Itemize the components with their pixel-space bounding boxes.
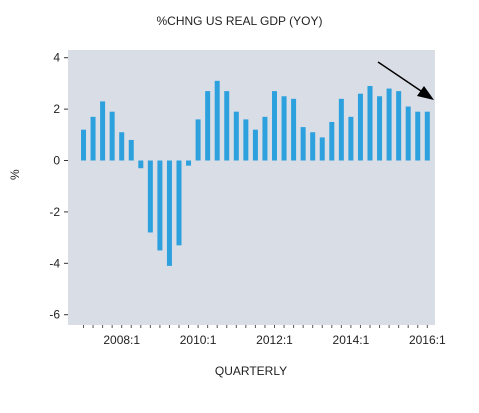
bar: [415, 111, 421, 161]
bar: [348, 116, 354, 161]
x-tick-label: 2010:1: [180, 333, 217, 347]
bar: [281, 96, 287, 161]
plot-area: [68, 50, 435, 325]
bar: [186, 160, 192, 166]
bar: [338, 98, 344, 161]
bar: [147, 160, 153, 233]
x-tick-label: 2014:1: [333, 333, 370, 347]
bar: [176, 160, 182, 246]
bar: [128, 139, 134, 161]
x-axis: 2008:1 2010:1 2012:1 2014:1 2016:1: [83, 325, 446, 347]
chart-title: %CHNG US REAL GDP (YOY): [156, 14, 323, 28]
bar: [367, 85, 373, 161]
y-tick-label: -6: [49, 308, 60, 322]
x-axis-label: QUARTERLY: [214, 364, 288, 378]
bar: [272, 91, 277, 161]
bar: [329, 121, 335, 161]
bar: [138, 160, 144, 169]
bar: [405, 106, 411, 161]
y-tick-label: 4: [53, 51, 60, 65]
bar-series: [81, 80, 430, 266]
bar: [81, 129, 86, 161]
y-tick-label: 0: [53, 154, 60, 168]
arrow-head: [417, 86, 434, 100]
bar: [233, 111, 239, 161]
annotation-arrow: [377, 61, 434, 100]
bar: [424, 111, 430, 161]
x-tick-label: 2016:1: [409, 333, 446, 347]
x-tick-label: 2012:1: [256, 333, 293, 347]
bar: [157, 160, 163, 251]
bar: [252, 129, 258, 161]
bar: [291, 98, 297, 161]
bar: [214, 80, 220, 161]
bar: [300, 127, 306, 161]
y-axis: 4 2 0 -2 -4 -6: [49, 51, 68, 322]
y-tick-label: 2: [53, 102, 60, 116]
bar: [224, 91, 230, 161]
bar: [195, 119, 201, 161]
bar: [205, 91, 211, 161]
bar: [386, 88, 392, 161]
y-tick-label: -2: [49, 205, 60, 219]
bar: [319, 137, 325, 161]
x-tick-label: 2008:1: [103, 333, 140, 347]
arrow-shaft: [377, 61, 425, 94]
bar: [357, 93, 363, 161]
bar: [310, 132, 316, 161]
bar: [166, 160, 172, 266]
bar: [396, 91, 402, 161]
bar: [243, 119, 249, 161]
bar: [377, 96, 383, 161]
bar: [90, 116, 96, 161]
bar: [119, 132, 125, 161]
bar: [109, 111, 115, 161]
y-tick-label: -4: [49, 256, 60, 270]
bar: [262, 116, 268, 161]
bar: [100, 101, 106, 161]
